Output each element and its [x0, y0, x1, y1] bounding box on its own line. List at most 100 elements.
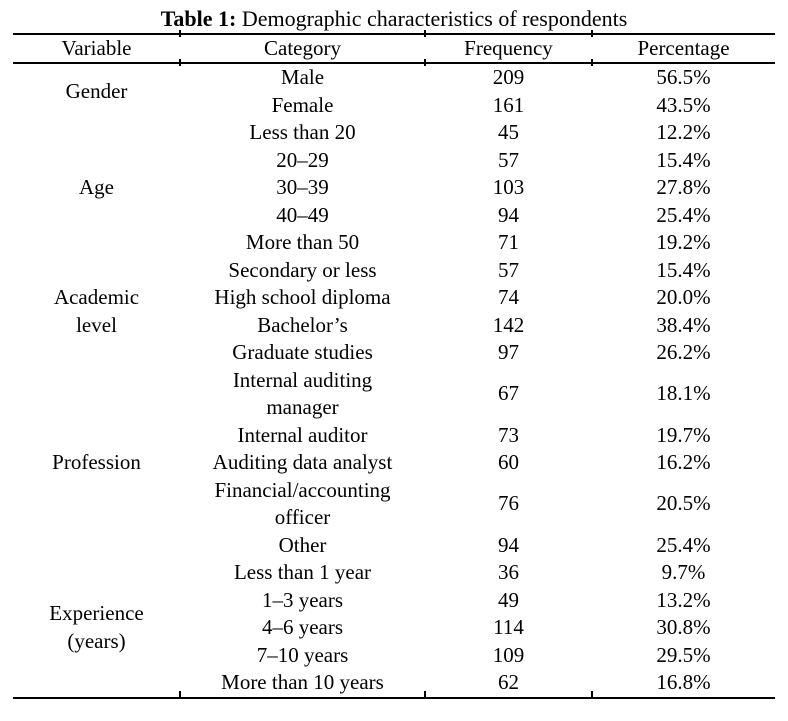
- category-cell: Internal auditor: [237, 422, 368, 447]
- percentage-cell: 30.8%: [656, 615, 711, 639]
- variable-cell: Experience (years): [49, 601, 144, 653]
- percentage-cell: 25.4%: [656, 532, 711, 557]
- column-header-percentage: Percentage: [592, 34, 775, 64]
- table-row: 1–3 years 49 13.2%: [13, 587, 775, 615]
- column-tick: [179, 59, 181, 66]
- column-tick: [179, 30, 181, 37]
- table-body: Gender Male 209 56.5% Female 161 43.5% Age Less …: [13, 63, 775, 698]
- frequency-cell: 62: [498, 670, 519, 694]
- percentage-cell: 25.4%: [656, 202, 711, 227]
- table-row: Gender Male 209 56.5%: [13, 63, 775, 103]
- table-row: Academic level Secondary or less 57 15.4%: [13, 257, 775, 337]
- demographics-table: Variable Category Frequency Percentage G…: [13, 33, 775, 699]
- frequency-cell: 57: [498, 257, 519, 282]
- table-row: Financial/accounting officer 76 20.5%: [13, 477, 775, 532]
- category-cell: 1–3 years: [261, 587, 344, 612]
- column-header-category: Category: [180, 34, 425, 64]
- percentage-cell: 16.2%: [656, 450, 711, 474]
- percentage-cell: 38.4%: [656, 312, 711, 337]
- percentage-cell: 16.8%: [656, 670, 711, 694]
- variable-cell: Gender: [65, 78, 128, 103]
- column-tick: [179, 691, 181, 698]
- frequency-cell: 76: [498, 491, 519, 516]
- frequency-cell: 36: [498, 560, 519, 584]
- percentage-cell: 20.5%: [656, 491, 711, 516]
- percentage-cell: 20.0%: [656, 285, 711, 309]
- category-cell: Bachelor’s: [257, 312, 348, 337]
- table-row: More than 10 years 62 16.8%: [13, 669, 775, 698]
- percentage-cell: 15.4%: [656, 147, 711, 172]
- table-row: Bachelor’s 142 38.4%: [13, 312, 775, 340]
- category-cell: Secondary or less: [228, 257, 377, 282]
- table-row: Other 94 25.4%: [13, 532, 775, 560]
- percentage-cell: 56.5%: [656, 65, 711, 89]
- percentage-cell: 19.2%: [656, 230, 711, 254]
- frequency-cell: 73: [498, 422, 519, 447]
- frequency-cell: 49: [498, 587, 519, 612]
- category-cell: Graduate studies: [232, 340, 373, 364]
- category-cell: More than 50: [245, 230, 360, 254]
- frequency-cell: 209: [492, 65, 525, 89]
- category-cell: 4–6 years: [261, 615, 344, 639]
- frequency-cell: 109: [492, 642, 525, 667]
- table-row: Internal auditor 73 19.7%: [13, 422, 775, 450]
- column-tick: [424, 59, 426, 66]
- category-cell: Other: [278, 532, 327, 557]
- frequency-cell: 114: [493, 615, 524, 639]
- frequency-cell: 60: [498, 450, 519, 474]
- category-cell: Less than 20: [249, 120, 356, 144]
- category-cell: More than 10 years: [221, 670, 384, 694]
- frequency-cell: 71: [498, 230, 519, 254]
- frequency-cell: 161: [492, 92, 525, 117]
- table-header-row: Variable Category Frequency Percentage: [13, 34, 775, 64]
- category-cell: 20–29: [276, 147, 329, 172]
- table-row: 40–49 94 25.4%: [13, 202, 775, 230]
- category-cell: Auditing data analyst: [212, 450, 393, 474]
- category-cell: Less than 1 year: [233, 560, 372, 584]
- column-tick: [591, 59, 593, 66]
- frequency-cell: 103: [492, 175, 525, 199]
- column-tick: [424, 691, 426, 698]
- table-row: Auditing data analyst 60 16.2%: [13, 449, 775, 477]
- frequency-cell: 57: [498, 147, 519, 172]
- category-cell: 7–10 years: [256, 642, 349, 667]
- category-cell: Male: [280, 65, 325, 89]
- variable-cell: Academic level: [53, 285, 140, 337]
- percentage-cell: 15.4%: [656, 257, 711, 282]
- percentage-cell: 12.2%: [656, 120, 711, 144]
- category-cell: Female: [271, 92, 334, 117]
- frequency-cell: 74: [498, 285, 519, 309]
- percentage-cell: 29.5%: [656, 642, 711, 667]
- variable-cell: Age: [79, 175, 114, 199]
- column-tick: [424, 30, 426, 37]
- frequency-cell: 94: [498, 202, 519, 227]
- category-cell: Financial/accounting officer: [214, 477, 391, 530]
- table-row: 30–39 103 27.8%: [13, 174, 775, 202]
- frequency-cell: 45: [498, 120, 519, 144]
- table-row: More than 50 71 19.2%: [13, 229, 775, 257]
- table-row: Profession Internal auditing manager 67 18.…: [13, 367, 775, 475]
- frequency-cell: 142: [492, 312, 525, 337]
- frequency-cell: 94: [498, 532, 519, 557]
- column-header-variable: Variable: [13, 34, 180, 64]
- table-title-caption: Demographic characteristics of responden…: [236, 6, 628, 31]
- frequency-cell: 67: [498, 381, 519, 406]
- table-title-label: Table 1:: [160, 6, 237, 31]
- percentage-cell: 19.7%: [656, 422, 711, 447]
- percentage-cell: 18.1%: [656, 381, 711, 406]
- category-cell: High school diploma: [214, 285, 391, 309]
- percentage-cell: 27.8%: [656, 175, 711, 199]
- table-row: 4–6 years 114 30.8%: [13, 614, 775, 642]
- table-row: Age Less than 20 45 12.2%: [13, 119, 775, 199]
- table-row: Experience (years) Less than 1 year 36 9.7%: [13, 559, 775, 653]
- category-cell: 30–39: [276, 175, 329, 199]
- column-header-frequency: Frequency: [425, 34, 592, 64]
- table-title: Table 1: Demographic characteristics of …: [0, 0, 788, 33]
- variable-cell: Profession: [52, 450, 141, 474]
- column-tick: [591, 691, 593, 698]
- column-tick: [591, 30, 593, 37]
- table-row: 7–10 years 109 29.5%: [13, 642, 775, 670]
- percentage-cell: 26.2%: [656, 340, 711, 364]
- percentage-cell: 43.5%: [656, 92, 711, 117]
